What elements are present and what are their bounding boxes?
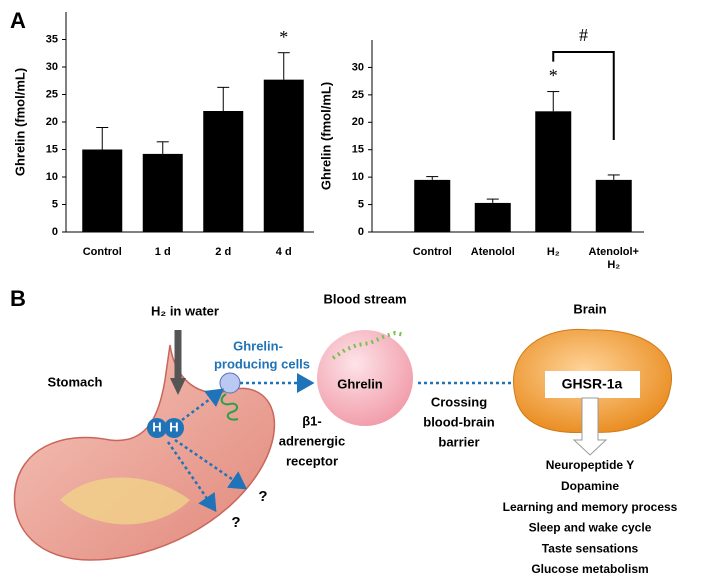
x-tick-label: Control [413,246,452,258]
arrow [181,388,224,421]
down-arrow [572,397,608,456]
x-tick-label: H₂ [547,246,560,258]
y-tick-label: 30 [46,61,58,73]
blood-label: Blood stream [323,291,406,306]
arrow [166,441,217,513]
bar [474,202,511,232]
y-tick-label: 0 [358,226,364,238]
unknown-label: ? [231,514,240,531]
effect-label: Neuropeptide Y [546,458,634,472]
annotation: * [549,66,558,86]
y-tick-label: 20 [46,116,58,128]
x-tick-label: 1 d [155,246,171,258]
bracket [552,51,615,140]
y-tick-label: 0 [52,226,58,238]
y-tick-label: 5 [358,198,364,210]
y-tick-label: 5 [52,198,58,210]
barrier-label: barrier [438,434,479,449]
h-atom [147,418,167,438]
receptor-label: β1- [302,413,322,428]
y-tick-label: 30 [352,61,364,73]
bar [142,153,183,232]
h2-label: H₂ in water [151,303,219,318]
h-atom [164,418,184,438]
atom-label: H [169,419,178,434]
effect-label: Taste sensations [542,541,639,555]
bar [82,149,123,232]
y-tick-label: 10 [352,171,364,183]
blood-circle [317,330,413,426]
x-tick-label: Atenolol+ H₂ [589,246,639,271]
unknown-label: ? [258,488,267,505]
effect-label: Glucose metabolism [531,562,648,576]
x-tick-label: 4 d [276,246,292,258]
brain-label: Brain [573,301,606,316]
bar [263,79,304,233]
atom-label: H [152,419,161,434]
y-tick-label: 15 [352,144,364,156]
y-tick-label: 35 [46,33,58,45]
x-tick-label: Control [83,246,122,258]
ghsr-label: GHSR-1a [562,376,623,392]
bar [595,179,632,232]
ghrelin-chain [331,330,406,360]
panel-label: A [10,8,26,33]
bar [414,179,451,232]
ghsr-box [545,371,640,398]
ghrelin-label: Ghrelin [337,376,383,391]
bracket-label: # [579,25,588,45]
annotation: * [279,27,288,47]
effect-label: Dopamine [561,479,619,493]
bar [203,111,244,232]
barrier-label: blood-brain [423,414,495,429]
y-tick-label: 20 [352,116,364,128]
x-tick-label: 2 d [215,246,231,258]
bar [535,111,572,232]
cell-label: producing cells [214,356,310,371]
effect-label: Sleep and wake cycle [529,521,652,535]
x-tick-label: Atenolol [471,246,515,258]
receptor-label: receptor [286,453,338,468]
stomach-label: Stomach [48,374,103,389]
effect-label: Learning and memory process [503,500,678,514]
pancreas-shape [60,477,190,525]
y-tick-label: 15 [46,143,58,155]
y-axis-label: Ghrelin (fmol/mL) [318,82,333,190]
arrow [174,438,248,490]
barrier-label: Crossing [431,394,487,409]
panel-label: B [10,286,26,311]
water-arrowhead [170,378,186,395]
y-tick-label: 25 [352,89,364,101]
y-axis-label: Ghrelin (fmol/mL) [12,68,27,176]
cell [219,372,241,394]
y-tick-label: 10 [46,171,58,183]
cell-label: Ghrelin- [233,338,283,353]
receptor-label: adrenergic [279,433,345,448]
y-tick-label: 25 [46,88,58,100]
